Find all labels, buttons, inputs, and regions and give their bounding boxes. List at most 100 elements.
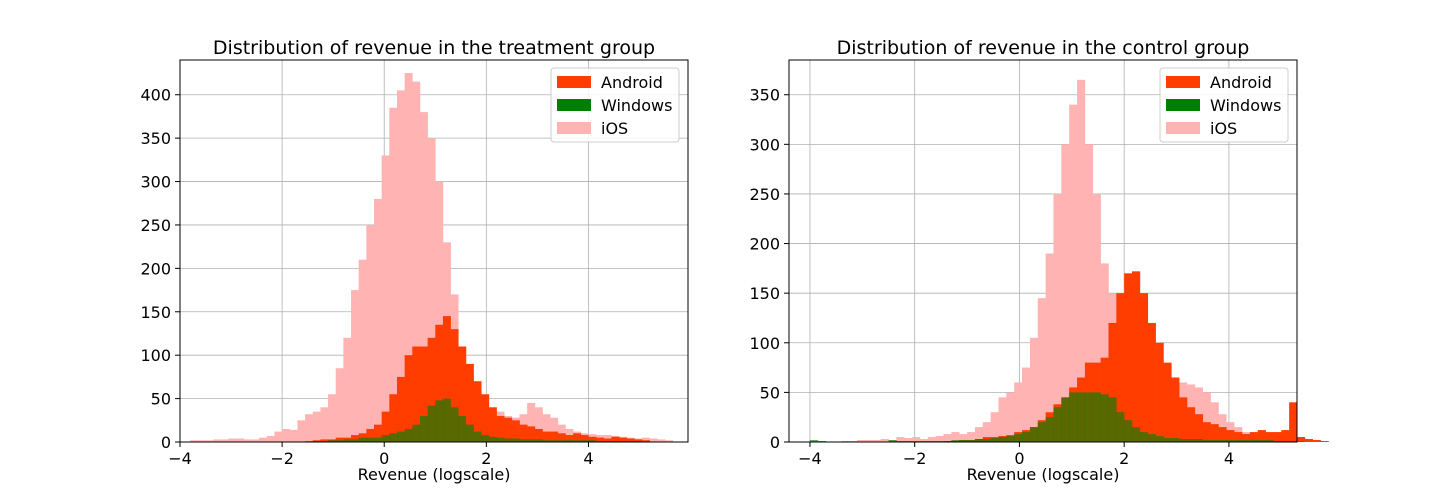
x-tick-label: 4 [1224, 449, 1234, 468]
bar-android [1304, 439, 1314, 442]
bar-windows [1045, 417, 1054, 442]
y-tick-label: 350 [140, 129, 171, 148]
bar-windows [504, 438, 513, 442]
bar-windows [565, 440, 574, 442]
y-tick-label: 0 [770, 433, 780, 452]
bar-ios [228, 438, 237, 442]
bar-android [396, 376, 405, 442]
y-tick-label: 200 [140, 259, 171, 278]
bar-windows [1147, 434, 1156, 442]
bar-windows [1194, 439, 1204, 442]
y-tick-label: 50 [151, 390, 171, 409]
bar-windows [511, 438, 520, 442]
bar-windows [1234, 440, 1243, 442]
bar-windows [1037, 422, 1046, 442]
bar-ios [366, 224, 375, 442]
bar-ios [389, 107, 398, 442]
y-tick-label: 250 [140, 216, 171, 235]
bar-windows [1202, 440, 1211, 442]
plot-frame [179, 59, 689, 443]
bar-android [450, 329, 459, 442]
bar-windows [496, 437, 505, 442]
bar-ios [642, 437, 651, 442]
bar-ios [243, 439, 252, 442]
bar-android [496, 415, 505, 442]
y-tick-label: 50 [760, 383, 780, 402]
bar-ios [213, 439, 222, 442]
bar-windows [1218, 440, 1227, 442]
bar-android [1234, 432, 1243, 442]
bar-android [351, 435, 359, 442]
legend-swatch-ios [557, 122, 591, 134]
bar-android [381, 411, 390, 442]
legend-swatch-ios [1166, 122, 1200, 134]
bar-ios [1045, 253, 1054, 442]
y-tick-label: 300 [140, 173, 171, 192]
bar-ios [335, 368, 344, 442]
bar-android [1194, 414, 1204, 442]
bar-ios [1006, 392, 1015, 442]
bar-windows [1139, 432, 1149, 442]
bar-android [1297, 437, 1306, 442]
y-tick-label: 150 [749, 284, 780, 303]
legend-swatch-android [557, 76, 591, 88]
chart-title: Distribution of revenue in the treatment… [213, 37, 655, 59]
bar-ios [665, 440, 673, 442]
bar-windows [1155, 436, 1164, 442]
x-axis-label: Revenue (logscale) [967, 465, 1120, 484]
bar-windows [550, 440, 559, 442]
bar-android [1163, 362, 1172, 442]
chart-title: Distribution of revenue in the control g… [837, 37, 1250, 59]
bar-android [619, 437, 628, 442]
bar-ios [1100, 263, 1109, 442]
legend-label-android: Android [1210, 73, 1272, 92]
bar-ios [927, 437, 936, 442]
bar-windows [465, 424, 474, 442]
bar-ios [527, 402, 536, 442]
bar-android [534, 428, 543, 442]
bar-windows [974, 439, 984, 442]
bar-ios [320, 407, 329, 442]
bar-windows [519, 439, 528, 442]
x-tick-label: 0 [1014, 449, 1024, 468]
bar-windows [982, 439, 991, 442]
bar-android [1273, 432, 1282, 442]
bar-windows [412, 424, 421, 442]
bar-ios [967, 432, 976, 442]
bar-windows [1061, 397, 1070, 442]
bar-ios [266, 435, 275, 442]
x-tick-label: 2 [1119, 449, 1129, 468]
bar-android [1320, 441, 1329, 442]
y-tick-label: 100 [140, 346, 171, 365]
bar-android [488, 407, 497, 442]
plot-frame [788, 59, 1298, 443]
bar-ios [259, 437, 268, 442]
bar-ios [381, 155, 390, 442]
bar-windows [557, 440, 566, 442]
bar-android [1155, 342, 1164, 442]
bar-windows [1249, 440, 1259, 442]
bar-windows [1163, 438, 1172, 442]
x-tick-label: −2 [903, 449, 927, 468]
bar-ios [649, 438, 658, 442]
bar-android [557, 433, 566, 442]
y-tick-label: 300 [749, 135, 780, 154]
bar-windows [967, 440, 976, 442]
bar-windows [1124, 420, 1133, 442]
bar-ios [251, 439, 260, 442]
bar-ios [297, 420, 306, 442]
bar-windows [542, 440, 551, 442]
bar-windows [488, 436, 497, 442]
bar-android [389, 394, 398, 442]
legend-label-android: Android [601, 73, 663, 92]
bar-android [1281, 430, 1290, 442]
bar-android [642, 440, 651, 442]
bar-ios [959, 434, 968, 442]
bar-ios [935, 436, 944, 442]
bar-ios [1210, 402, 1219, 442]
y-tick-label: 150 [140, 303, 171, 322]
bar-windows [1132, 427, 1141, 442]
bar-android [573, 433, 582, 442]
bar-ios [358, 259, 367, 442]
